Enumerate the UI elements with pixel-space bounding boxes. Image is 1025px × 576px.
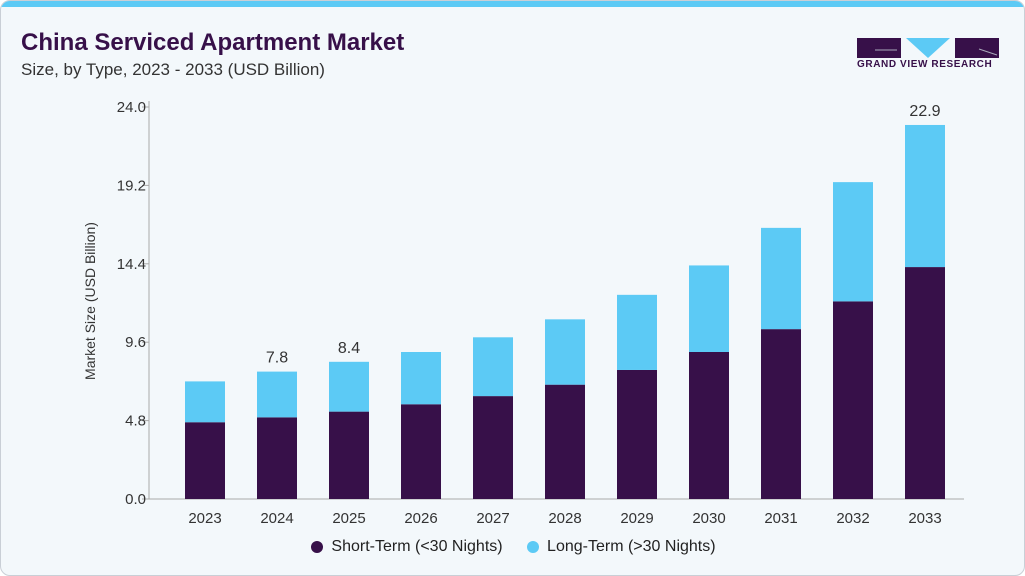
bar-short-term-2026	[401, 404, 441, 499]
bar-short-term-2029	[617, 369, 657, 499]
accent-bar	[1, 1, 1024, 7]
data-label-2033: 22.9	[909, 103, 940, 120]
bar-long-term-2028	[545, 319, 585, 385]
x-tick-label: 2029	[620, 510, 653, 527]
y-tick-label: 24.0	[117, 99, 146, 116]
bar-short-term-2024	[257, 417, 297, 499]
bar-long-term-2029	[617, 294, 657, 370]
chart-title: China Serviced Apartment Market	[21, 29, 405, 56]
x-tick-label: 2027	[476, 510, 509, 527]
bar-short-term-2027	[473, 396, 513, 499]
x-tick-label: 2026	[404, 510, 437, 527]
logo-text: GRAND VIEW RESEARCH	[857, 59, 993, 70]
y-tick-label: 19.2	[117, 177, 146, 194]
bar-long-term-2031	[761, 227, 801, 330]
bar-long-term-2032	[833, 182, 873, 302]
legend-item-long-term[interactable]: Long-Term (>30 Nights)	[527, 538, 716, 556]
bar-short-term-2031	[761, 329, 801, 499]
bar-long-term-2023	[185, 381, 225, 423]
x-tick-label: 2024	[260, 510, 293, 527]
y-tick-label: 4.8	[125, 413, 146, 430]
y-tick-label: 0.0	[125, 491, 146, 508]
bar-short-term-2030	[689, 352, 729, 499]
x-tick-label: 2025	[332, 510, 365, 527]
x-tick-label: 2028	[548, 510, 581, 527]
chart-subtitle: Size, by Type, 2023 - 2033 (USD Billion)	[21, 60, 325, 79]
bar-long-term-2026	[401, 352, 441, 405]
bar-long-term-2030	[689, 265, 729, 352]
legend-label: Long-Term (>30 Nights)	[547, 538, 716, 555]
bar-short-term-2025	[329, 411, 369, 499]
bar-short-term-2033	[905, 267, 945, 499]
legend-swatch	[527, 541, 540, 553]
bar-long-term-2027	[473, 337, 513, 397]
y-tick-label: 9.6	[125, 334, 146, 351]
x-tick-label: 2030	[692, 510, 725, 527]
bar-long-term-2033	[905, 124, 945, 268]
legend-label: Short-Term (<30 Nights)	[331, 538, 503, 555]
y-axis-title: Market Size (USD Billion)	[82, 222, 98, 380]
bar-short-term-2028	[545, 384, 585, 499]
bar-long-term-2025	[329, 361, 369, 412]
x-tick-label: 2031	[764, 510, 797, 527]
grand-view-research-logo	[857, 38, 999, 58]
x-tick-label: 2033	[908, 510, 941, 527]
y-tick-label: 14.4	[117, 256, 146, 273]
x-tick-label: 2023	[188, 510, 221, 527]
legend: Short-Term (<30 Nights) Long-Term (>30 N…	[1, 538, 1024, 558]
bar-short-term-2023	[185, 422, 225, 499]
data-label-2024: 7.8	[266, 350, 288, 367]
bar-short-term-2032	[833, 301, 873, 499]
bar-long-term-2024	[257, 371, 297, 418]
data-label-2025: 8.4	[338, 340, 360, 357]
legend-item-short-term[interactable]: Short-Term (<30 Nights)	[311, 538, 503, 556]
legend-swatch	[311, 541, 324, 553]
x-tick-label: 2032	[836, 510, 869, 527]
